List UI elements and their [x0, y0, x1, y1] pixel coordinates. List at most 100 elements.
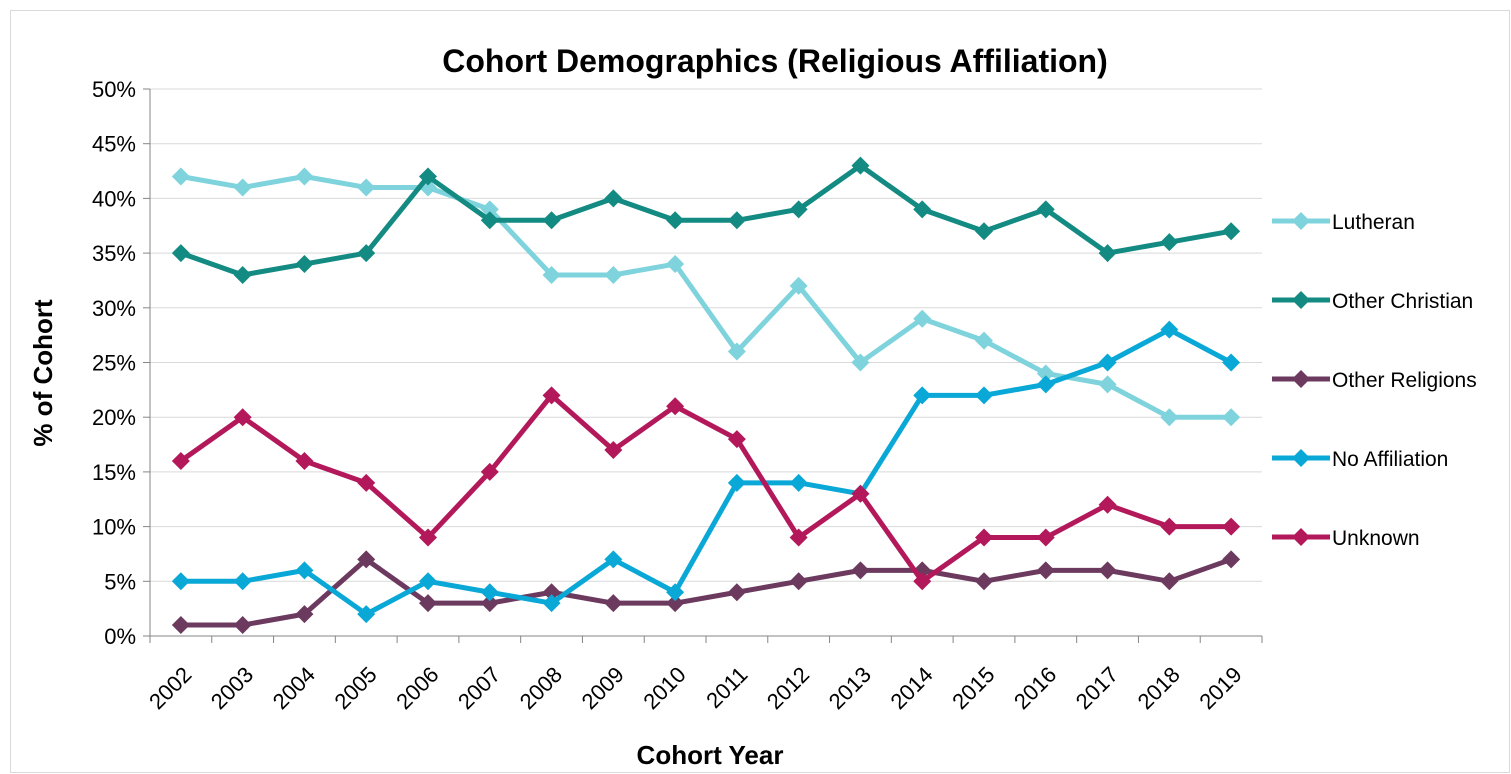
data-point	[542, 265, 561, 284]
x-tick-label: 2010	[638, 662, 690, 714]
series-lutheran	[171, 167, 1241, 427]
x-tick-label: 2012	[762, 662, 814, 714]
x-tick-label: 2015	[947, 662, 999, 714]
data-point	[604, 550, 623, 569]
data-point	[666, 397, 685, 416]
x-tick-label: 2004	[268, 662, 320, 714]
legend-label: Other Christian	[1332, 290, 1473, 313]
chart-frame	[10, 10, 1510, 773]
x-tick-label: 2013	[824, 662, 876, 714]
data-point	[975, 528, 993, 547]
legend-marker	[1292, 449, 1310, 467]
data-point	[542, 594, 561, 613]
data-point	[913, 309, 932, 328]
data-point	[480, 594, 499, 613]
legend-item: Other Christian	[1272, 290, 1473, 313]
x-tick-label: 2006	[391, 662, 443, 714]
y-tick-label: 50%	[92, 77, 136, 102]
x-axis-title: Cohort Year	[637, 740, 784, 770]
x-tick-label: 2008	[515, 662, 567, 714]
legend-label: Lutheran	[1332, 211, 1415, 234]
series-unknown	[171, 386, 1241, 591]
data-point	[419, 572, 437, 591]
y-axis-title: % of Cohort	[28, 299, 58, 447]
data-point	[604, 441, 623, 460]
data-point	[419, 594, 437, 613]
y-tick-label: 5%	[104, 569, 136, 594]
legend-label: Unknown	[1332, 527, 1420, 550]
data-point	[851, 484, 870, 503]
x-tick-label: 2009	[577, 662, 629, 714]
data-point	[1222, 353, 1241, 372]
data-point	[1036, 528, 1055, 547]
series-line	[180, 174, 1232, 420]
data-point	[789, 528, 808, 547]
series-line	[180, 327, 1233, 617]
legend-label: No Affiliation	[1332, 448, 1448, 471]
data-point	[233, 572, 252, 591]
data-point	[913, 200, 932, 219]
data-point	[480, 583, 499, 602]
data-point	[727, 430, 746, 449]
legend-item: Unknown	[1272, 527, 1420, 550]
data-point	[1036, 375, 1055, 394]
data-point	[1036, 561, 1055, 580]
data-point	[975, 386, 993, 405]
data-point	[357, 473, 376, 492]
data-point	[851, 156, 870, 175]
data-point	[480, 200, 499, 219]
data-point	[1098, 495, 1117, 514]
data-point	[1160, 408, 1179, 427]
legend: Lutheran Other Christian Other Religions No…	[1272, 211, 1477, 550]
data-point	[1222, 517, 1241, 536]
data-point	[975, 222, 993, 241]
y-tick-label: 45%	[92, 132, 136, 157]
data-point	[295, 561, 314, 580]
data-point	[604, 594, 623, 613]
data-point	[913, 572, 932, 591]
data-point	[727, 583, 746, 602]
data-point	[357, 605, 376, 624]
gridlines	[150, 88, 1262, 582]
data-point	[1098, 375, 1117, 394]
data-point	[975, 572, 993, 591]
chart-title: Cohort Demographics (Religious Affiliati…	[442, 43, 1107, 79]
data-point	[1222, 222, 1241, 241]
x-tick-label: 2005	[329, 662, 381, 714]
data-point	[913, 386, 932, 405]
data-point	[789, 473, 808, 492]
series-other-christian	[171, 156, 1241, 284]
data-point	[233, 178, 252, 197]
data-point	[727, 211, 746, 230]
data-point	[542, 211, 561, 230]
series-line	[179, 392, 1232, 584]
legend-item: Other Religions	[1272, 369, 1477, 392]
data-point	[1036, 200, 1055, 219]
data-point	[171, 244, 190, 263]
data-point	[295, 167, 314, 186]
data-point	[789, 276, 808, 295]
x-tick-label: 2007	[453, 662, 505, 714]
data-point	[357, 244, 376, 263]
data-point	[1098, 244, 1117, 263]
x-tick-label: 2002	[144, 662, 196, 714]
data-point	[480, 211, 499, 230]
data-point	[171, 451, 190, 470]
data-point	[666, 255, 685, 274]
data-point	[1098, 561, 1117, 580]
data-point	[1160, 320, 1179, 339]
data-point	[419, 528, 437, 547]
x-tick-label: 2011	[701, 662, 752, 713]
data-point	[419, 167, 437, 186]
data-point	[480, 462, 499, 481]
x-tick-label: 2016	[1009, 662, 1061, 714]
y-tick-label: 35%	[92, 241, 136, 266]
legend-marker	[1292, 370, 1310, 388]
y-tick-label: 25%	[92, 351, 136, 376]
data-point	[727, 342, 746, 361]
data-point	[1222, 550, 1241, 569]
data-point	[1160, 572, 1179, 591]
data-point	[1098, 353, 1117, 372]
legend-marker	[1292, 212, 1310, 230]
